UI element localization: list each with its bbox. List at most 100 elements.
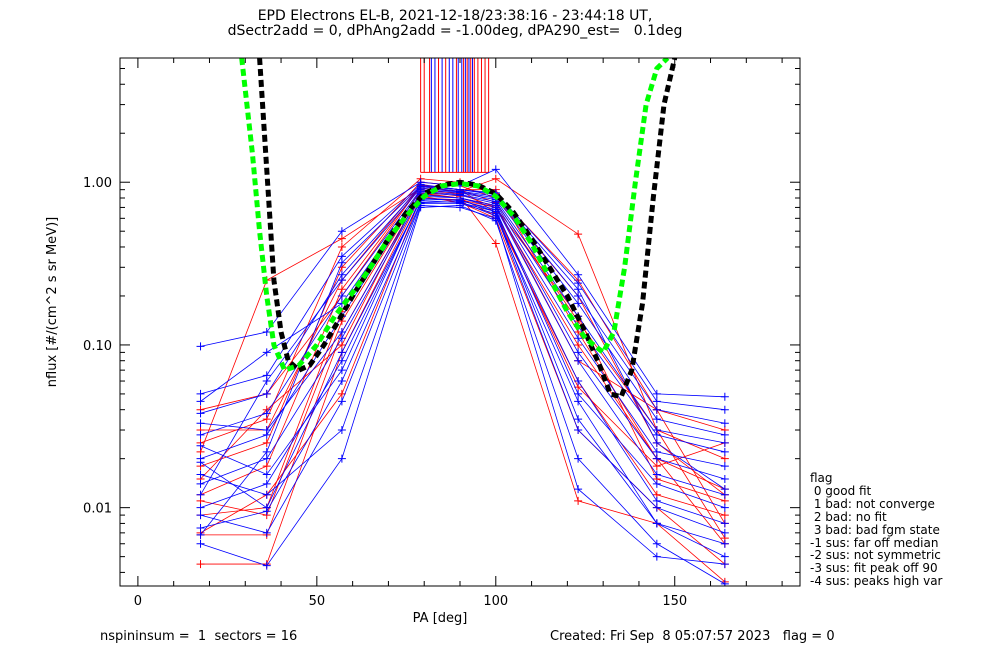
data-point-blue bbox=[491, 165, 500, 174]
data-point-blue bbox=[652, 447, 661, 456]
data-point-blue bbox=[574, 397, 583, 406]
series-line-red bbox=[200, 185, 725, 496]
series-line-blue bbox=[200, 187, 725, 495]
data-point-blue bbox=[196, 458, 205, 467]
data-point-red bbox=[337, 340, 346, 349]
data-point-blue bbox=[337, 454, 346, 463]
legend-item: -2 sus: not symmetric bbox=[810, 548, 941, 563]
x-tick-label: 50 bbox=[309, 594, 326, 609]
footer-created-info: Created: Fri Sep 8 05:07:57 2023 flag = … bbox=[550, 629, 835, 644]
data-point-red bbox=[337, 234, 346, 243]
data-point-blue bbox=[574, 348, 583, 357]
data-point-blue bbox=[262, 377, 271, 386]
legend-item: -4 sus: peaks high var bbox=[810, 574, 943, 589]
data-point-blue bbox=[720, 539, 729, 548]
data-point-blue bbox=[337, 328, 346, 337]
data-point-blue bbox=[196, 503, 205, 512]
data-point-blue bbox=[574, 454, 583, 463]
data-point-blue bbox=[337, 348, 346, 357]
data-point-blue bbox=[574, 389, 583, 398]
data-point-blue bbox=[652, 539, 661, 548]
data-point-blue bbox=[720, 485, 729, 494]
data-point-blue bbox=[262, 348, 271, 357]
data-point-blue bbox=[262, 447, 271, 456]
data-point-blue bbox=[196, 479, 205, 488]
data-point-blue bbox=[574, 356, 583, 365]
legend-item: -1 sus: far off median bbox=[810, 535, 939, 550]
data-point-blue bbox=[196, 342, 205, 351]
data-point-blue bbox=[574, 270, 583, 279]
data-point-blue bbox=[196, 441, 205, 450]
data-point-blue bbox=[652, 405, 661, 414]
data-point-blue bbox=[720, 579, 729, 586]
data-point-blue bbox=[337, 426, 346, 435]
data-point-blue bbox=[196, 523, 205, 532]
data-point-blue bbox=[720, 438, 729, 447]
data-point-blue bbox=[262, 328, 271, 337]
data-point-blue bbox=[337, 356, 346, 365]
data-point-blue bbox=[720, 519, 729, 528]
y-tick-label: 0.01 bbox=[83, 502, 112, 517]
data-point-red bbox=[574, 340, 583, 349]
data-point-blue bbox=[652, 519, 661, 528]
data-point-blue bbox=[196, 490, 205, 499]
data-point-blue bbox=[262, 409, 271, 418]
data-point-blue bbox=[262, 528, 271, 537]
data-point-blue bbox=[196, 539, 205, 548]
legend-item: 2 bad: no fit bbox=[810, 509, 887, 524]
data-point-blue bbox=[416, 181, 425, 190]
data-point-blue bbox=[652, 389, 661, 398]
data-point-blue bbox=[262, 503, 271, 512]
fit-curves bbox=[239, 58, 678, 400]
data-point-blue bbox=[196, 409, 205, 418]
y-tick-label: 0.10 bbox=[83, 339, 112, 354]
data-point-blue bbox=[720, 430, 729, 439]
data-point-blue bbox=[720, 447, 729, 456]
data-series bbox=[196, 165, 729, 586]
data-point-blue bbox=[456, 185, 464, 194]
data-point-red bbox=[574, 496, 583, 505]
axes: 0 50 100 150 0.01 0.10 1.00 PA [deg] nflux [#/(c… bbox=[45, 58, 800, 626]
data-point-blue bbox=[262, 490, 271, 499]
data-point-blue bbox=[652, 479, 661, 488]
data-point-blue bbox=[574, 485, 583, 494]
data-point-blue bbox=[574, 377, 583, 386]
data-point-blue bbox=[196, 470, 205, 479]
data-point-blue bbox=[262, 561, 271, 570]
data-point-blue bbox=[574, 426, 583, 435]
fit-curve-black bbox=[257, 58, 678, 400]
data-point-blue bbox=[720, 462, 729, 471]
data-point-blue bbox=[574, 285, 583, 294]
data-point-blue bbox=[574, 415, 583, 424]
data-point-blue bbox=[262, 426, 271, 435]
data-point-blue bbox=[652, 397, 661, 406]
data-point-blue bbox=[196, 530, 205, 539]
data-point-blue bbox=[456, 198, 464, 207]
x-axis-label: PA [deg] bbox=[413, 611, 468, 626]
series-line-red bbox=[200, 181, 726, 496]
data-point-red bbox=[262, 462, 271, 471]
data-point-blue bbox=[652, 430, 661, 439]
y-axis-label: nflux [#/(cm^2 s sr MeV)] bbox=[45, 217, 60, 387]
data-point-blue bbox=[720, 528, 729, 537]
data-point-blue bbox=[720, 560, 729, 569]
legend-title: flag bbox=[810, 471, 833, 485]
data-point-blue bbox=[337, 377, 346, 386]
data-point-blue bbox=[337, 397, 346, 406]
data-point-blue bbox=[262, 470, 271, 479]
data-point-red bbox=[262, 438, 271, 447]
series-line-blue bbox=[200, 192, 725, 467]
data-point-blue bbox=[720, 419, 729, 428]
data-point-blue bbox=[652, 496, 661, 505]
data-point-red bbox=[491, 174, 500, 183]
legend-item: 1 bad: not converge bbox=[810, 496, 935, 511]
data-point-blue bbox=[337, 291, 346, 300]
data-point-blue bbox=[196, 419, 205, 428]
data-point-blue bbox=[262, 454, 271, 463]
x-tick-label: 150 bbox=[662, 594, 687, 609]
legend-item: 3 bad: bad fgm state bbox=[810, 522, 940, 537]
data-point-blue bbox=[652, 438, 661, 447]
data-point-red bbox=[652, 462, 661, 471]
fit-curve-green bbox=[239, 58, 670, 374]
